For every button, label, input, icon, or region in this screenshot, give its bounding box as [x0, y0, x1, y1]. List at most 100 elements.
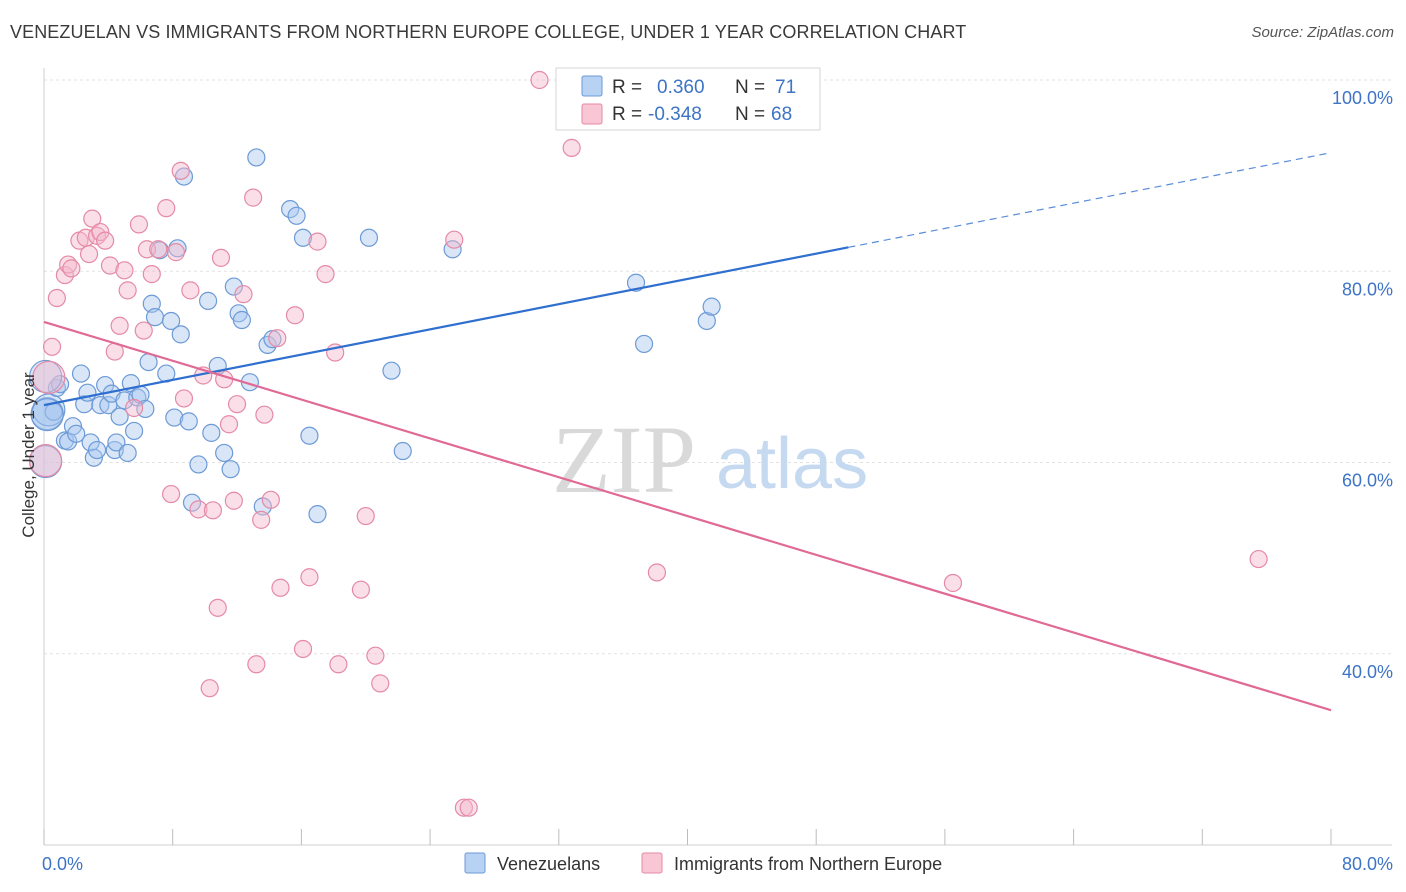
northern-europe-point [219, 415, 239, 434]
northern-europe-points [29, 70, 1268, 817]
northern-europe-point [118, 281, 137, 300]
venezuelan-point [171, 325, 190, 344]
chart-source: Source: ZipAtlas.com [1251, 24, 1394, 41]
northern-europe-point [530, 70, 549, 90]
northern-europe-point [211, 248, 231, 267]
venezuelan-point [198, 291, 218, 310]
venezuelan-point [107, 433, 126, 452]
watermark-atlas: atlas [716, 424, 868, 504]
y-axis-label: College, Under 1 year [19, 372, 38, 538]
legend-swatch-blue [581, 75, 603, 97]
northern-europe-point [247, 655, 266, 674]
venezuelan-point [87, 440, 107, 460]
northern-europe-point [166, 243, 186, 262]
northern-europe-point [562, 138, 581, 157]
grid-layer [44, 79, 1392, 655]
series-label-venezuelans: Venezuelans [497, 854, 600, 874]
chart-title: VENEZUELAN VS IMMIGRANTS FROM NORTHERN E… [10, 22, 967, 42]
northern-europe-point [203, 501, 223, 520]
legend-r-value-blue: 0.360 [657, 77, 705, 98]
venezuelans-trend-line [43, 246, 849, 407]
northern-europe-point [285, 306, 305, 325]
northern-europe-point [459, 798, 478, 817]
venezuelan-point [71, 364, 91, 383]
y-tick-label: 40.0% [1342, 662, 1393, 682]
northern-europe-point [271, 578, 290, 597]
northern-europe-point [227, 395, 247, 414]
y-tick-labels: 40.0% 60.0% 80.0% 100.0% [1332, 88, 1393, 682]
northern-europe-point [124, 398, 144, 418]
venezuelan-point [165, 408, 184, 427]
northern-europe-point [79, 244, 99, 264]
series-legend: Venezuelans Immigrants from Northern Eur… [464, 852, 942, 874]
venezuelan-point [142, 294, 161, 313]
northern-europe-point [300, 568, 319, 587]
northern-europe-point [42, 337, 62, 356]
northern-europe-point [32, 360, 66, 394]
northern-europe-point [157, 199, 176, 218]
venezuelan-point [300, 426, 319, 445]
venezuelan-point [174, 167, 194, 186]
venezuelan-point [258, 335, 277, 354]
venezuelan-point [67, 424, 86, 443]
northern-europe-point [308, 232, 327, 251]
legend-n-value-blue: 71 [775, 77, 796, 98]
legend-n-label-blue: N = [735, 77, 765, 98]
northern-europe-point [100, 256, 120, 275]
northern-europe-point [174, 389, 194, 408]
x-tick-label: 80.0% [1342, 854, 1393, 874]
venezuelan-point [287, 206, 306, 225]
venezuelan-point [382, 361, 401, 380]
trend-lines [43, 152, 1332, 712]
northern-europe-point [268, 329, 287, 348]
venezuelan-point [293, 228, 313, 247]
northern-europe-point [316, 265, 335, 284]
series-swatch-northern-europe [641, 852, 663, 874]
venezuelan-point [359, 228, 379, 247]
northern-europe-point [47, 288, 66, 308]
venezuelan-point [30, 398, 64, 432]
northern-europe-point [255, 405, 274, 424]
northern-europe-point [110, 316, 129, 335]
series-label-northern-europe: Immigrants from Northern Europe [674, 854, 942, 874]
watermark-zip: ZIP [552, 406, 696, 513]
northern-europe-point [189, 500, 208, 519]
northern-europe-point [149, 240, 168, 259]
axes-layer [43, 68, 1392, 846]
northern-europe-point [62, 259, 81, 278]
northern-europe-point [329, 655, 348, 674]
venezuelan-point [75, 395, 94, 414]
watermark: ZIP atlas [552, 406, 868, 513]
y-tick-label: 100.0% [1332, 88, 1393, 108]
y-tick-label: 80.0% [1342, 279, 1393, 299]
legend-r-value-pink: -0.348 [648, 104, 702, 125]
northern-europe-point [943, 573, 963, 593]
northern-europe-point [129, 215, 149, 234]
venezuelan-point [224, 277, 243, 296]
northern-europe-point [647, 563, 667, 582]
northern-europe-point [252, 510, 271, 529]
venezuelan-point [697, 311, 716, 331]
correlation-legend: R = 0.360 N = 71 R = -0.348 N = 68 [555, 67, 821, 131]
northern-europe-point [208, 598, 227, 617]
northern-europe-point [371, 674, 390, 693]
venezuelan-point [118, 443, 137, 463]
legend-n-label-pink: N = [735, 104, 765, 125]
northern-europe-point [134, 321, 153, 340]
series-swatch-venezuelans [464, 852, 486, 874]
venezuelan-point [215, 443, 234, 463]
northern-europe-point [161, 484, 181, 504]
northern-europe-point [200, 679, 219, 698]
northern-europe-point [293, 639, 313, 659]
northern-europe-point [171, 161, 190, 180]
venezuelans-trend-extension [848, 152, 1332, 248]
venezuelan-point [150, 241, 169, 260]
venezuelan-point [634, 334, 654, 354]
northern-europe-point [445, 230, 464, 249]
northern-europe-point [234, 285, 253, 304]
northern-europe-point [142, 265, 161, 284]
northern-europe-point [83, 209, 102, 228]
northern-europe-point [55, 265, 75, 285]
legend-n-value-pink: 68 [771, 104, 792, 125]
venezuelan-point [221, 460, 240, 479]
